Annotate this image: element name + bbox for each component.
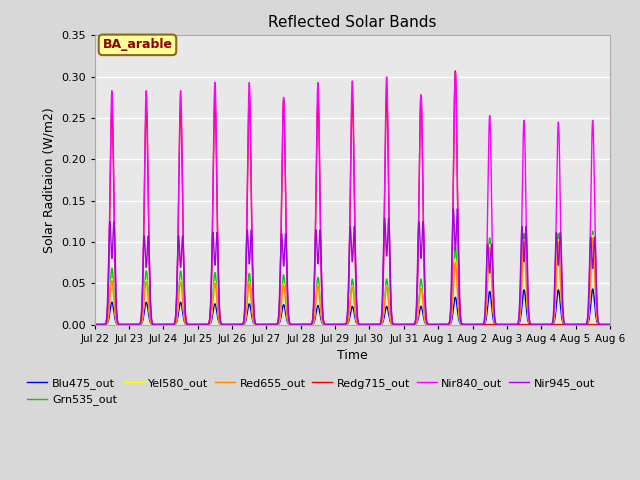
Yel580_out	[540, 322, 548, 327]
Yel580_out	[180, 313, 188, 319]
Nir840_out	[541, 322, 548, 327]
Redg715_out	[541, 322, 548, 327]
Blu475_out	[311, 318, 319, 324]
Nir945_out	[289, 322, 296, 327]
Nir945_out	[454, 206, 461, 212]
Red655_out	[180, 313, 188, 319]
Red655_out	[589, 235, 596, 240]
Nir840_out	[289, 322, 296, 327]
Y-axis label: Solar Raditaion (W/m2): Solar Raditaion (W/m2)	[42, 107, 56, 253]
Grn535_out	[311, 312, 319, 318]
Redg715_out	[606, 322, 614, 327]
Yel580_out	[596, 322, 604, 327]
Nir840_out	[596, 322, 604, 327]
Grn535_out	[180, 312, 188, 317]
Line: Red655_out: Red655_out	[95, 238, 610, 324]
Nir945_out	[541, 322, 548, 327]
Redg715_out	[311, 276, 319, 281]
Line: Blu475_out: Blu475_out	[95, 289, 610, 324]
Redg715_out	[91, 322, 99, 327]
Blu475_out	[596, 322, 604, 327]
Grn535_out	[606, 322, 614, 327]
Nir945_out	[311, 262, 319, 268]
Grn535_out	[150, 322, 157, 327]
Red655_out	[540, 322, 548, 327]
X-axis label: Time: Time	[337, 349, 368, 362]
Nir945_out	[606, 322, 614, 327]
Blu475_out	[180, 317, 188, 323]
Yel580_out	[589, 232, 596, 238]
Yel580_out	[289, 322, 296, 327]
Blu475_out	[589, 286, 596, 292]
Line: Yel580_out: Yel580_out	[95, 235, 610, 324]
Blu475_out	[540, 322, 548, 327]
Red655_out	[91, 322, 99, 327]
Yel580_out	[606, 322, 614, 327]
Nir945_out	[91, 322, 99, 327]
Text: BA_arable: BA_arable	[102, 38, 172, 51]
Line: Redg715_out: Redg715_out	[95, 71, 610, 324]
Yel580_out	[150, 322, 157, 327]
Grn535_out	[91, 322, 99, 327]
Yel580_out	[311, 313, 319, 319]
Redg715_out	[524, 322, 532, 327]
Line: Nir840_out: Nir840_out	[95, 72, 610, 324]
Red655_out	[289, 322, 296, 327]
Nir840_out	[606, 322, 614, 327]
Nir840_out	[311, 272, 319, 278]
Grn535_out	[289, 322, 296, 327]
Redg715_out	[451, 68, 459, 74]
Line: Grn535_out: Grn535_out	[95, 231, 610, 324]
Blu475_out	[150, 322, 157, 327]
Red655_out	[311, 314, 319, 320]
Blu475_out	[91, 322, 99, 327]
Yel580_out	[91, 322, 99, 327]
Title: Reflected Solar Bands: Reflected Solar Bands	[268, 15, 436, 30]
Nir945_out	[596, 322, 604, 327]
Nir840_out	[451, 70, 459, 75]
Red655_out	[150, 322, 157, 327]
Redg715_out	[596, 322, 604, 327]
Redg715_out	[150, 322, 157, 327]
Nir945_out	[150, 322, 157, 327]
Blu475_out	[289, 322, 296, 327]
Grn535_out	[589, 228, 596, 234]
Nir945_out	[180, 270, 188, 276]
Legend: Blu475_out, Grn535_out, Yel580_out, Red655_out, Redg715_out, Nir840_out, Nir945_: Blu475_out, Grn535_out, Yel580_out, Red6…	[23, 373, 599, 410]
Line: Nir945_out: Nir945_out	[95, 209, 610, 324]
Red655_out	[596, 322, 604, 327]
Blu475_out	[606, 322, 614, 327]
Nir840_out	[150, 322, 157, 327]
Redg715_out	[180, 281, 188, 287]
Grn535_out	[540, 322, 548, 327]
Nir840_out	[180, 278, 188, 284]
Grn535_out	[596, 322, 604, 327]
Redg715_out	[289, 322, 296, 327]
Red655_out	[606, 322, 614, 327]
Nir840_out	[91, 322, 99, 327]
